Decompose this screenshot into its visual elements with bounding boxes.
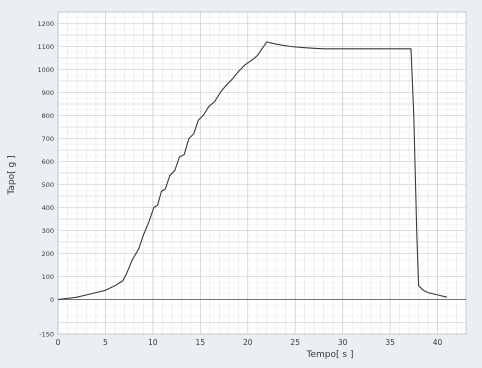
y-tick-label: 0 xyxy=(50,296,54,304)
x-axis-label: Tempo[ s ] xyxy=(306,350,354,360)
y-tick-label: 200 xyxy=(42,250,54,258)
x-tick-label: 10 xyxy=(148,338,158,347)
x-tick-label: 15 xyxy=(196,338,206,347)
y-tick-label: 400 xyxy=(42,204,54,212)
y-tick-label: 900 xyxy=(42,89,54,97)
y-tick-labels: -150 0 100 200 300 400 500 600 700 800 900 1000 1100… xyxy=(37,20,54,339)
y-tick-label: 1000 xyxy=(37,66,54,74)
x-tick-label: 40 xyxy=(433,338,443,347)
x-tick-labels: 0 5 10 15 20 25 30 35 40 xyxy=(56,338,443,347)
y-tick-label: 700 xyxy=(42,135,54,143)
major-gridlines xyxy=(57,11,466,335)
x-tick-label: 30 xyxy=(338,338,348,347)
y-tick-label: 800 xyxy=(42,112,54,120)
x-tick-label: 5 xyxy=(103,338,108,347)
x-tick-label: 25 xyxy=(290,338,300,347)
x-tick-label: 0 xyxy=(56,338,61,347)
x-tick-label: 20 xyxy=(243,338,253,347)
x-tick-label: 35 xyxy=(385,338,395,347)
y-tick-label: 300 xyxy=(42,227,54,235)
series-layer xyxy=(57,41,448,301)
y-tick-label: 1100 xyxy=(37,43,54,51)
series-line xyxy=(57,41,448,301)
y-tick-label: 100 xyxy=(42,273,54,281)
y-tick-label: 500 xyxy=(42,181,54,189)
y-axis-label: Tapo[ g ] xyxy=(7,155,17,195)
y-tick-label: 1200 xyxy=(37,20,54,28)
y-tick-label: -150 xyxy=(39,331,54,339)
y-tick-label: 600 xyxy=(42,158,54,166)
